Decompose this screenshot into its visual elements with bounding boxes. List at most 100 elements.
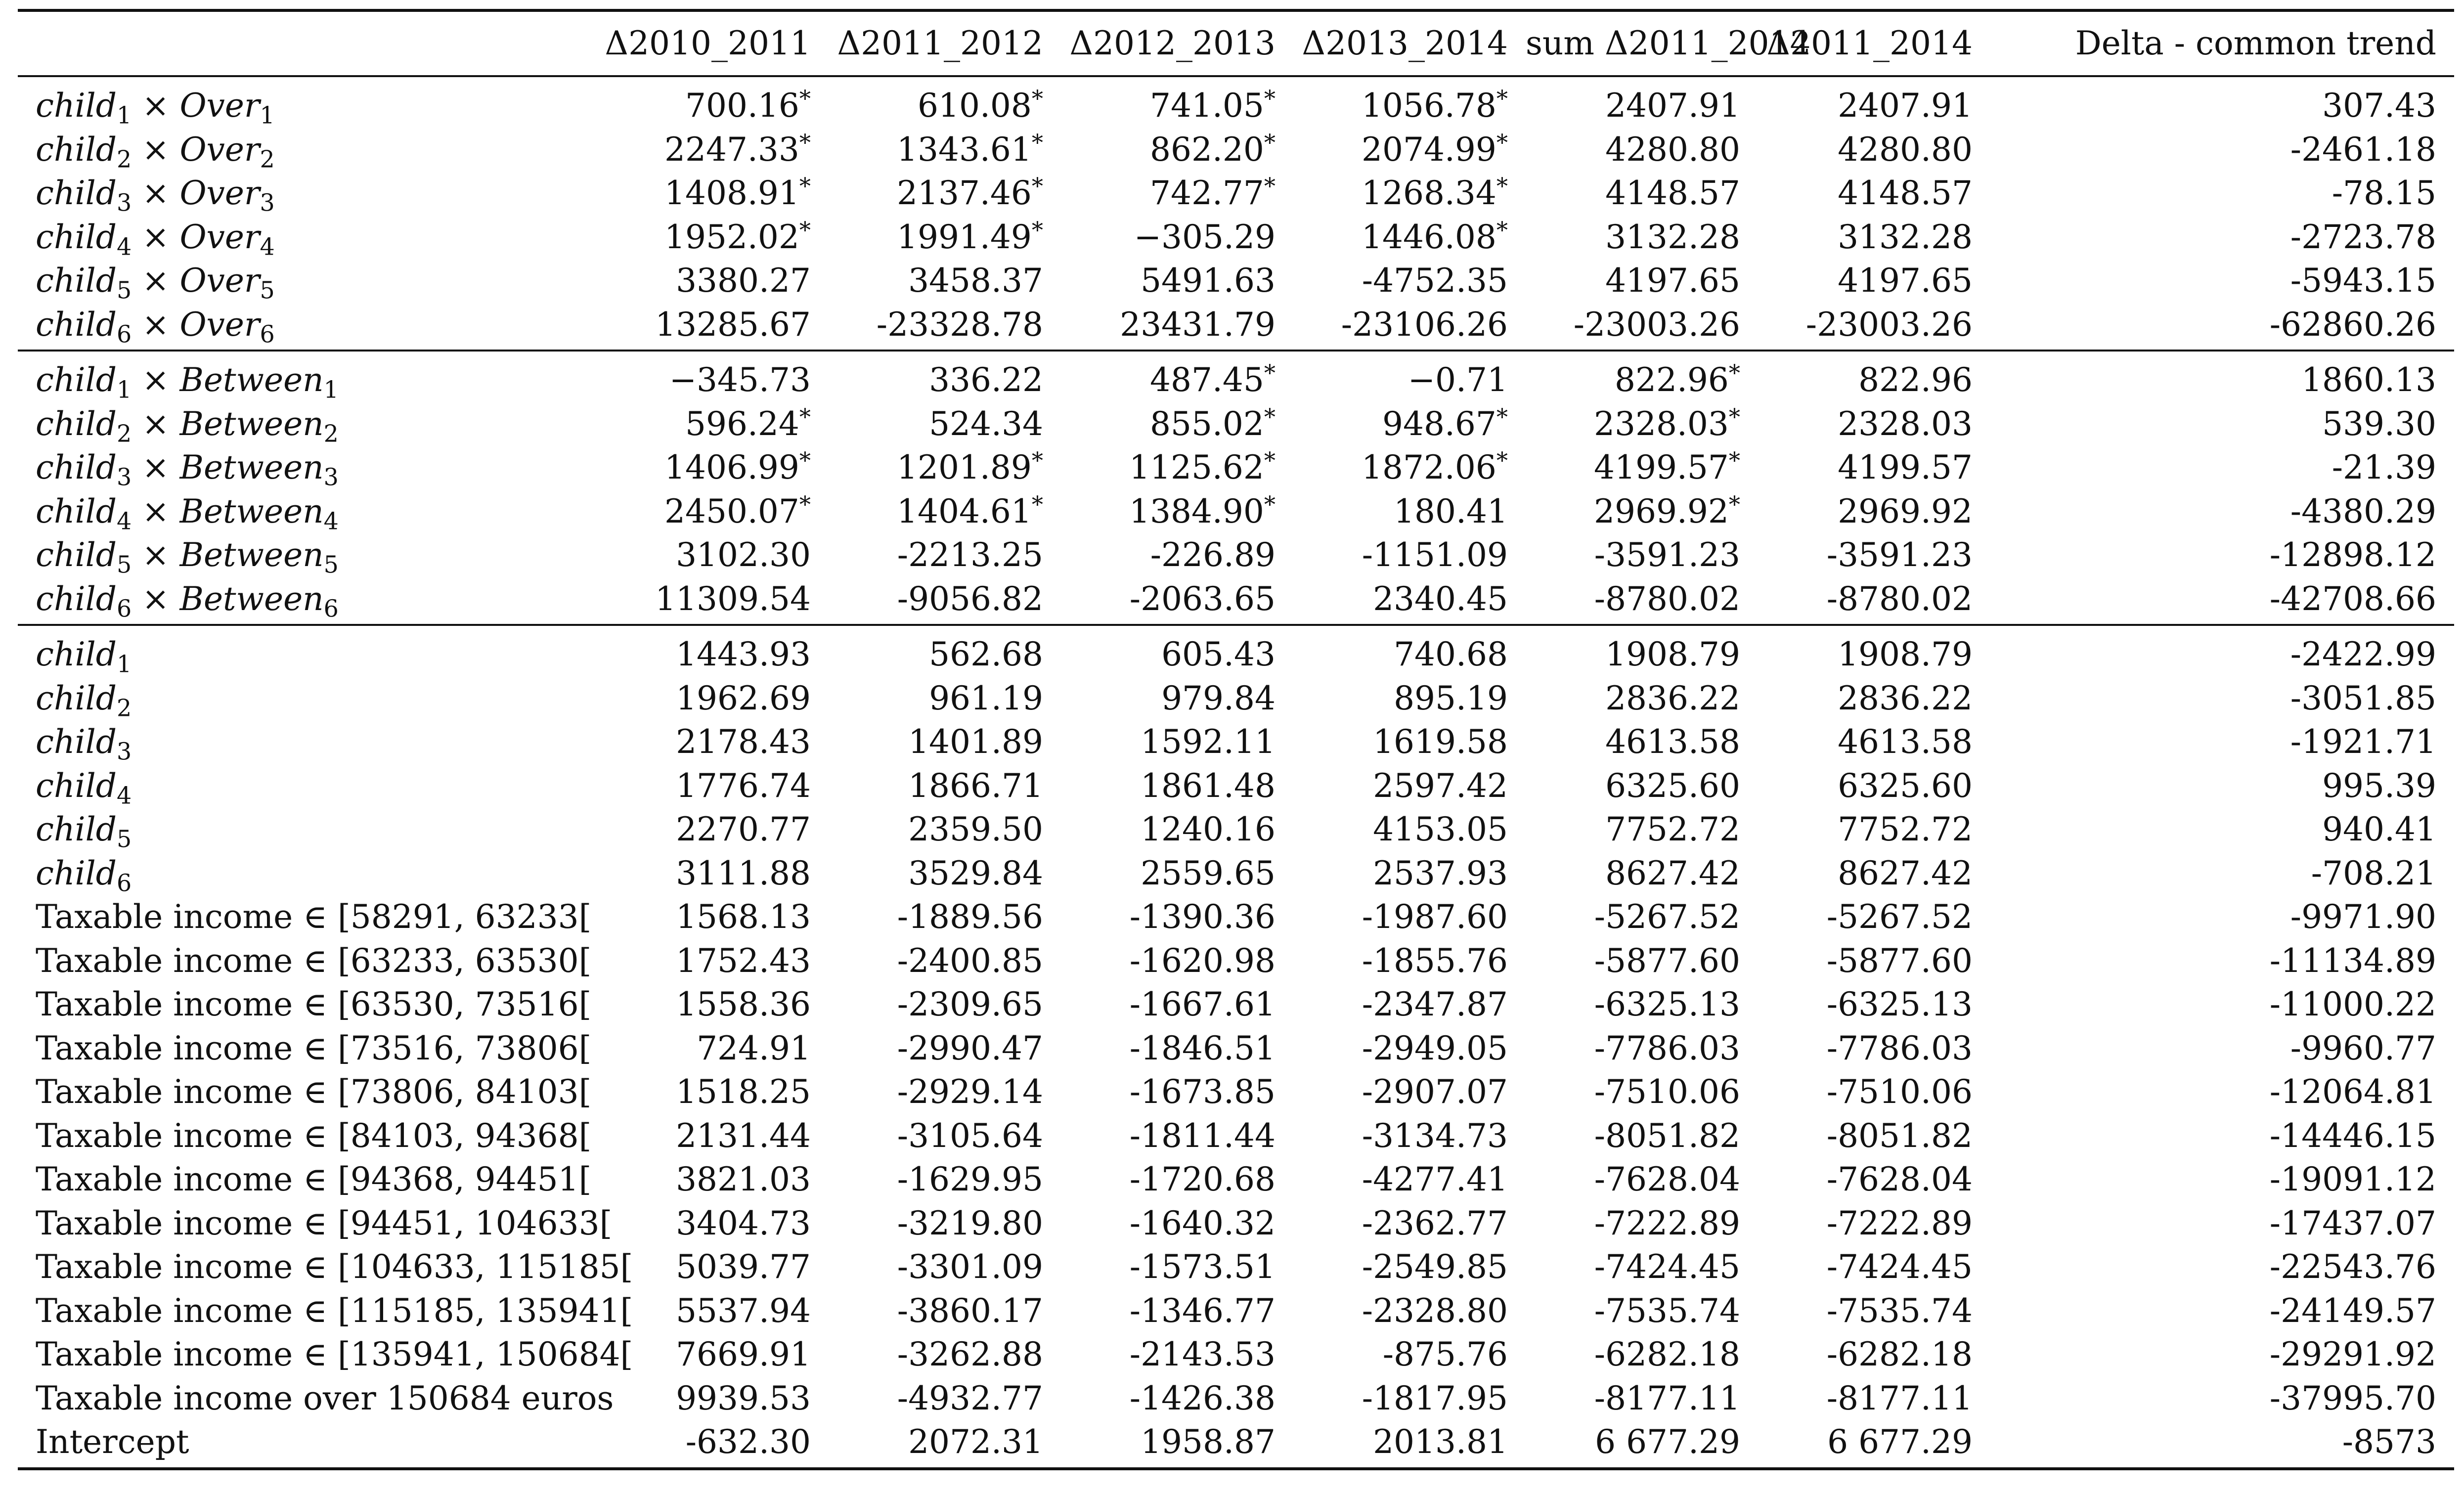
cell-value: -6325.13	[1826, 985, 1973, 1023]
cell-value: 741.05	[1149, 87, 1264, 125]
cell-value: -4752.35	[1362, 262, 1508, 300]
interaction-operator: ×	[132, 130, 180, 169]
table-cell: -1846.51	[1061, 1027, 1293, 1071]
row-label-variable: child	[36, 87, 117, 125]
cell-value: 4613.58	[1605, 723, 1740, 761]
significance-star: *	[1031, 216, 1043, 243]
cell-value: -708.21	[2311, 854, 2436, 892]
table-cell: 1776.74	[596, 764, 829, 808]
cell-value: -8051.82	[1594, 1116, 1740, 1155]
table-cell: 4280.80	[1526, 128, 1758, 172]
table-cell: -2328.80	[1293, 1289, 1526, 1333]
cell-value: 855.02	[1149, 404, 1264, 443]
table-cell: 2131.44	[596, 1114, 829, 1158]
table-cell: 4613.58	[1758, 720, 1990, 764]
cell-value: -7510.06	[1826, 1073, 1973, 1111]
cell-value: -3301.09	[897, 1248, 1043, 1286]
table-row: child2 × Over2 2247.33* 1343.61* 862.20* 207…	[18, 128, 2454, 172]
cell-value: 3111.88	[676, 854, 811, 892]
table-cell: -3051.85	[1990, 677, 2454, 721]
row-label-interaction-variable: Over	[179, 262, 260, 300]
table-cell: -2949.05	[1293, 1027, 1526, 1071]
significance-star: *	[1496, 447, 1508, 474]
table-cell: -11134.89	[1990, 939, 2454, 983]
cell-value: -3860.17	[897, 1291, 1043, 1330]
header-cell-delta-2013-2014: Δ2013_2014	[1293, 9, 1526, 77]
row-label-variable: child	[36, 174, 117, 212]
table-cell: -1346.77	[1061, 1289, 1293, 1333]
cell-value: -7628.04	[1594, 1160, 1740, 1198]
cell-value: -1889.56	[897, 898, 1043, 936]
table-row: child4 × Between4 2450.07* 1404.61* 1384.90…	[18, 490, 2454, 534]
row-label-index: 1	[116, 651, 132, 678]
cell-value: 4197.65	[1605, 262, 1740, 300]
cell-value: 1518.25	[676, 1073, 811, 1111]
significance-star: *	[1264, 490, 1276, 518]
cell-value: -3051.85	[2290, 679, 2436, 717]
cell-value: 11309.54	[655, 579, 811, 618]
table-cell: -78.15	[1990, 172, 2454, 216]
table-cell: -7786.03	[1526, 1027, 1758, 1071]
table-cell: -2461.18	[1990, 128, 2454, 172]
row-label-text: Taxable income ∈ [94451, 104633[	[36, 1204, 613, 1242]
cell-value: 4148.57	[1605, 174, 1740, 212]
row-label-index: 3	[116, 738, 132, 766]
table-cell: -7535.74	[1526, 1289, 1758, 1333]
table-cell: -7786.03	[1758, 1027, 1990, 1071]
row-label-interaction-variable: Over	[179, 218, 260, 256]
cell-value: -2929.14	[897, 1073, 1043, 1111]
cell-value: -3105.64	[897, 1116, 1043, 1155]
table-cell: 1861.48	[1061, 764, 1293, 808]
cell-value: 1404.61	[896, 492, 1032, 530]
row-label-variable: child	[36, 404, 117, 443]
cell-value: -5877.60	[1826, 941, 1973, 980]
table-cell: -6282.18	[1758, 1333, 1990, 1377]
table-cell: 1958.87	[1061, 1420, 1293, 1470]
cell-value: 2407.91	[1838, 87, 1973, 125]
row-label-text: Taxable income ∈ [115185, 135941[	[36, 1291, 633, 1330]
row-label: Taxable income ∈ [73516, 73806[	[18, 1027, 596, 1071]
cell-value: -22543.76	[2269, 1248, 2436, 1286]
table-row: child5 2270.77 2359.50 1240.16 4153.05 7752.7…	[18, 808, 2454, 852]
cell-value: -7786.03	[1826, 1029, 1973, 1067]
row-label-variable: child	[36, 679, 117, 717]
cell-value: -7786.03	[1594, 1029, 1740, 1067]
cell-value: -5267.52	[1594, 898, 1740, 936]
table-row: Taxable income ∈ [73516, 73806[724.91 -29…	[18, 1027, 2454, 1071]
table-cell: -1921.71	[1990, 720, 2454, 764]
table-row: child5 × Between5 3102.30 -2213.25 -226.89-…	[18, 533, 2454, 577]
table-cell: 4280.80	[1758, 128, 1990, 172]
table-cell: -42708.66	[1990, 577, 2454, 626]
table-cell: 6325.60	[1526, 764, 1758, 808]
cell-value: -2213.25	[897, 536, 1043, 574]
cell-value: -8177.11	[1594, 1379, 1740, 1417]
cell-value: 1861.48	[1141, 766, 1276, 805]
row-label-interaction-variable: Between	[179, 492, 324, 530]
table-cell: 740.68	[1293, 625, 1526, 677]
significance-star: *	[799, 216, 811, 243]
table-cell: 1860.13	[1990, 351, 2454, 402]
table-cell: -8177.11	[1526, 1377, 1758, 1421]
table-cell: -1720.68	[1061, 1158, 1293, 1202]
table-cell: -4380.29	[1990, 490, 2454, 534]
row-label-interaction-variable: Over	[179, 305, 260, 344]
cell-value: 605.43	[1161, 635, 1276, 673]
cell-value: -2309.65	[897, 985, 1043, 1023]
row-label-text: Taxable income ∈ [63233, 63530[	[36, 941, 592, 980]
table-cell: 1568.13	[596, 895, 829, 939]
significance-star: *	[1264, 447, 1276, 474]
table-cell: -7424.45	[1758, 1245, 1990, 1289]
row-label-text: Taxable income ∈ [84103, 94368[	[36, 1116, 592, 1155]
cell-value: 2450.07	[664, 492, 799, 530]
cell-value: 1056.78	[1361, 87, 1496, 125]
table-cell: 1592.11	[1061, 720, 1293, 764]
table-cell: -1673.85	[1061, 1070, 1293, 1114]
cell-value: -7535.74	[1594, 1291, 1740, 1330]
cell-value: -7628.04	[1826, 1160, 1973, 1198]
cell-value: 2407.91	[1605, 87, 1740, 125]
cell-value: 2969.92	[1593, 492, 1729, 530]
cell-value: -4380.29	[2290, 492, 2436, 530]
table-cell: 862.20*	[1061, 128, 1293, 172]
row-label-interaction-index: 5	[323, 551, 339, 579]
table-cell: -1811.44	[1061, 1114, 1293, 1158]
